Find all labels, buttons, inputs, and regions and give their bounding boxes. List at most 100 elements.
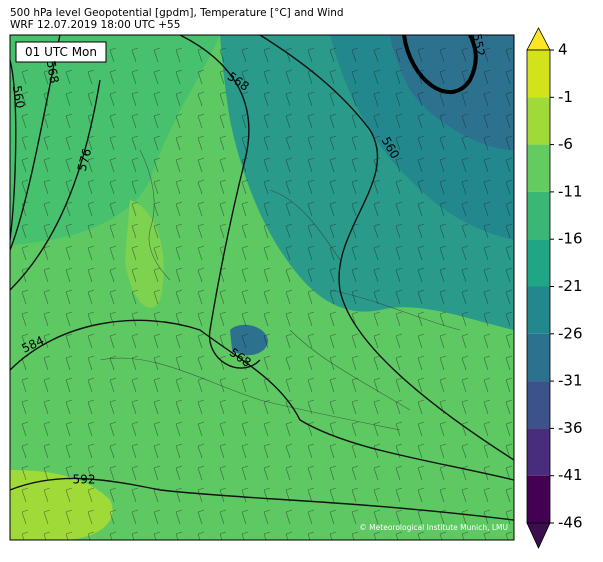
wind-barb [395,311,403,327]
title: 500 hPa level Geopotential [gpdm], Tempe… [10,7,344,19]
wind-barb [109,113,117,129]
wind-barb [373,333,381,349]
wind-barb [65,157,73,173]
wind-barb [219,421,227,437]
wind-barb [153,223,161,239]
wind-barb [439,47,447,63]
wind-barb [241,69,249,85]
wind-barb [87,531,95,540]
colorbar-over [526,27,551,51]
wind-barb [219,377,227,393]
wind-barb [505,223,513,239]
wind-barb [395,201,403,217]
wind-barb [219,157,227,173]
wind-barb [285,113,293,129]
wind-barb [307,377,315,393]
wind-barb [131,157,139,173]
wind-barb [153,465,161,481]
wind-barb [131,47,139,63]
wind-barb [43,267,51,283]
wind-barb [329,399,337,415]
wind-barb [483,267,491,283]
wind-barb [197,135,205,151]
wind-barb [505,487,513,503]
contour-line [10,59,17,241]
wind-barb [131,509,139,525]
wind-barb [483,487,491,503]
colorbar-tick-label: -21 [558,277,583,295]
wind-barb [329,311,337,327]
wind-barb [505,157,513,173]
wind-barb [461,245,469,261]
wind-barb [131,333,139,349]
wind-barb [395,91,403,107]
wind-barb [21,91,29,107]
wind-barb [351,377,359,393]
wind-barb [197,421,205,437]
wind-barb [109,311,117,327]
wind-barb [395,289,403,305]
wind-barb [307,245,315,261]
wind-barb [87,113,95,129]
wind-barb [241,267,249,283]
wind-barb [175,377,183,393]
wind-barb [373,91,381,107]
wind-barb [65,509,73,525]
wind-barb [439,201,447,217]
wind-barb [65,69,73,85]
wind-barb [197,377,205,393]
wind-barb [241,289,249,305]
wind-barb [285,531,293,540]
wind-barb [131,355,139,371]
wind-barb [43,245,51,261]
wind-barb [109,443,117,459]
wind-barb [439,267,447,283]
wind-barb [307,311,315,327]
contour-line [179,35,261,369]
wind-barb [131,267,139,283]
wind-barb [461,487,469,503]
wind-barb [153,421,161,437]
colorbar-tick-label: -11 [558,182,583,200]
wind-barb [329,487,337,503]
wind-barb [263,465,271,481]
wind-barb [307,223,315,239]
wind-barb [285,509,293,525]
wind-barb [439,487,447,503]
wind-barb [153,113,161,129]
wind-barb [131,311,139,327]
wind-barb [505,69,513,85]
wind-barb [307,355,315,371]
wind-barb [43,509,51,525]
wind-barb [285,47,293,63]
wind-barb [483,531,491,540]
wind-barb [417,311,425,327]
wind-barb [241,509,249,525]
wind-barb [109,289,117,305]
wind-barb [131,531,139,540]
contour-label: 552 [470,32,488,57]
wind-barb [417,377,425,393]
wind-barb [109,399,117,415]
wind-barb [219,47,227,63]
wind-barb [197,223,205,239]
wind-barb [329,355,337,371]
wind-barb [109,333,117,349]
colorbar: 4 -1 -6 -11 -16 -21 -26 -31 -36 -41 -46 [526,27,583,549]
wind-barb [21,465,29,481]
wind-barb [263,289,271,305]
wind-barb [43,311,51,327]
wind-barb [109,91,117,107]
wind-barb [483,377,491,393]
wind-barb [65,333,73,349]
colorbar-tick-label: -46 [558,514,583,532]
wind-barb [307,201,315,217]
wind-barb [329,113,337,129]
wind-barb [373,377,381,393]
wind-barb [153,289,161,305]
coastline [99,149,461,431]
time-box [15,41,107,63]
wind-barb [263,531,271,540]
wind-barb [21,399,29,415]
wind-barb [43,355,51,371]
